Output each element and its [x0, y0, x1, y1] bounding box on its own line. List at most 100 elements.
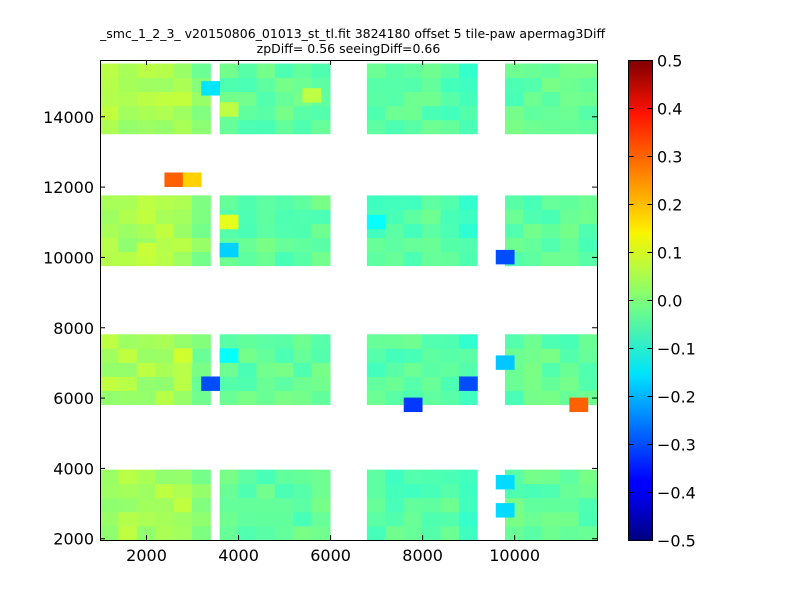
heatmap-cell [274, 511, 294, 527]
y-tick-label: 6000 [53, 389, 94, 408]
heatmap-cell [238, 497, 257, 513]
heatmap-cell [458, 105, 478, 121]
heatmap-cell [366, 376, 386, 391]
heatmap-cell [385, 251, 405, 267]
heatmap-cell [311, 251, 331, 267]
heatmap-cell [136, 497, 156, 513]
heatmap-cell [366, 214, 386, 230]
heatmap-cell [100, 497, 119, 513]
heatmap-cell [256, 63, 276, 78]
heatmap-cells [100, 63, 598, 541]
heatmap-cell [541, 483, 561, 499]
heatmap-cell [504, 390, 524, 406]
heatmap-cell [274, 348, 294, 363]
heatmap-cell [136, 209, 156, 224]
heatmap-cell [100, 469, 119, 485]
heatmap-cell [274, 209, 294, 224]
heatmap-cell [118, 237, 138, 253]
heatmap-cell [155, 223, 175, 238]
heatmap-cell [311, 63, 331, 78]
y-tick-label: 8000 [53, 319, 94, 338]
heatmap-cell [578, 483, 598, 499]
heatmap-cell [136, 362, 156, 377]
heatmap-cell [523, 376, 543, 391]
heatmap-cell [274, 334, 294, 349]
heatmap-cell [422, 119, 441, 135]
heatmap-cell [504, 119, 524, 135]
heatmap-cell [523, 390, 543, 406]
heatmap-cell [458, 334, 478, 349]
heatmap-cell [366, 511, 386, 527]
heatmap-cell [274, 195, 294, 210]
colorbar-tick-label: −0.3 [657, 436, 696, 455]
heatmap-cell [173, 77, 193, 93]
heatmap-cell [366, 469, 386, 485]
heatmap-cell [560, 497, 579, 513]
heatmap-cell [440, 237, 460, 253]
heatmap-cell [238, 251, 257, 267]
heatmap-cell [256, 209, 276, 224]
heatmap-cell [560, 119, 579, 135]
colorbar-tick-label: −0.1 [657, 340, 696, 359]
heatmap-cell [136, 119, 156, 135]
heatmap-cell [403, 397, 423, 413]
heatmap-cell [440, 195, 460, 210]
heatmap-cell [118, 497, 138, 513]
heatmap-cell [504, 209, 524, 224]
heatmap-cell [256, 483, 276, 499]
heatmap-cell [238, 195, 257, 210]
heatmap-cell [440, 483, 460, 499]
heatmap-cell [403, 195, 423, 210]
colorbar-tick-label: 0.3 [657, 148, 682, 167]
heatmap-cell [182, 172, 202, 187]
heatmap-cell [100, 390, 119, 406]
heatmap-cell [118, 63, 138, 78]
heatmap-cell [504, 223, 524, 238]
heatmap-cell [136, 376, 156, 391]
heatmap-cell [118, 362, 138, 377]
heatmap-cell [541, 209, 561, 224]
heatmap-cell [523, 195, 543, 210]
heatmap-cell [192, 119, 211, 135]
heatmap-cell [385, 195, 405, 210]
x-tick-label: 8000 [402, 546, 443, 565]
heatmap-cell [238, 77, 257, 93]
heatmap-cell [311, 483, 331, 499]
heatmap-cell [422, 497, 441, 513]
heatmap-cell [385, 334, 405, 349]
heatmap-cell [311, 195, 331, 210]
chart-title-line-1: _smc_1_2_3_ v20150806_01013_st_tl.fit 38… [100, 26, 606, 41]
heatmap-cell [440, 469, 460, 485]
heatmap-cell [192, 390, 211, 406]
heatmap-cell [136, 63, 156, 78]
heatmap-cell [403, 223, 423, 238]
heatmap-cell [256, 348, 276, 363]
colorbar-tick-label: −0.5 [657, 532, 696, 551]
heatmap-cell [274, 469, 294, 485]
heatmap-cell [366, 119, 386, 135]
heatmap-cell [293, 497, 313, 513]
heatmap-cell [311, 237, 331, 253]
heatmap-cell [523, 119, 543, 135]
heatmap-cell [136, 105, 156, 121]
heatmap-cell [192, 251, 211, 267]
heatmap-cell [219, 525, 239, 541]
heatmap-cell [256, 511, 276, 527]
heatmap-cell [256, 195, 276, 210]
heatmap-cell [155, 376, 175, 391]
heatmap-cell [458, 511, 478, 527]
heatmap-cell [403, 251, 423, 267]
heatmap-cell [560, 237, 579, 253]
heatmap-cell [458, 209, 478, 224]
x-tick-label: 2000 [126, 546, 167, 565]
heatmap-cell [523, 237, 543, 253]
colorbar-tick-label: 0.0 [657, 292, 682, 311]
heatmap-cell [256, 119, 276, 135]
heatmap-cell [100, 362, 119, 377]
heatmap-cell [504, 195, 524, 210]
heatmap-cell [385, 483, 405, 499]
heatmap-cell [440, 390, 460, 406]
heatmap-cell [293, 483, 313, 499]
heatmap-cell [523, 251, 543, 267]
heatmap-cell [311, 223, 331, 238]
